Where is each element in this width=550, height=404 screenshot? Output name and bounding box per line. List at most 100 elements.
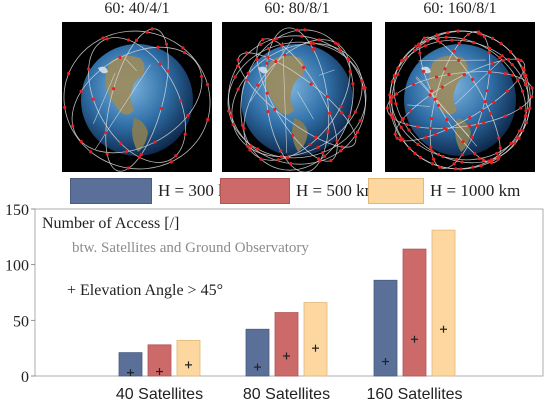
- satellite-dot: [396, 66, 400, 70]
- bar: [274, 312, 299, 377]
- satellite-dot: [246, 71, 250, 76]
- satellite-dot: [255, 57, 259, 61]
- satellite-dot: [101, 36, 105, 40]
- satellite-dot: [266, 55, 270, 59]
- satellite-dot: [206, 117, 210, 122]
- satellite-dot: [265, 61, 269, 65]
- satellite-dot: [503, 114, 507, 118]
- satellite-dot: [275, 36, 279, 40]
- bar-series: [118, 229, 456, 377]
- satellite-dot: [418, 155, 423, 160]
- satellite-dot: [249, 144, 253, 148]
- satellite-dot: [457, 58, 461, 62]
- continent-south-america: [132, 118, 148, 152]
- satellite-dot: [479, 32, 483, 36]
- bar: [245, 328, 270, 377]
- elevation-marker: [254, 363, 261, 371]
- satellite-dot: [407, 146, 411, 150]
- satellite-dot: [79, 89, 83, 93]
- satellite-dot: [329, 158, 333, 163]
- satellite-dot: [468, 116, 472, 120]
- satellite-dot: [322, 154, 327, 158]
- satellite-dot: [227, 109, 231, 113]
- satellite-dot: [456, 29, 460, 33]
- satellite-dot: [276, 158, 280, 162]
- satellite-dot: [309, 41, 313, 46]
- satellite-dot: [333, 41, 338, 45]
- satellite-dot: [489, 161, 494, 165]
- legend-item-500: H = 500 km: [220, 176, 378, 206]
- satellite-dot: [291, 133, 295, 137]
- satellite-dot: [340, 111, 344, 115]
- satellite-dot: [457, 41, 461, 45]
- access-link: [125, 58, 137, 71]
- satellite-dot: [437, 153, 441, 157]
- satellite-dot: [503, 72, 507, 76]
- satellite-dot: [505, 89, 509, 93]
- elevation-marker: [283, 352, 290, 360]
- satellite-dot: [266, 109, 270, 114]
- satellite-dot: [318, 159, 322, 163]
- satellite-dot: [351, 82, 355, 86]
- satellite-dot: [145, 30, 149, 34]
- access-link: [297, 91, 314, 120]
- satellite-dot: [423, 44, 427, 48]
- satellite-dot: [497, 136, 501, 140]
- access-link: [454, 59, 503, 105]
- access-link: [282, 42, 288, 153]
- orbit-path: [389, 30, 531, 170]
- satellite-dot: [394, 102, 398, 106]
- satellite-dot: [489, 111, 493, 116]
- satellite-dot: [259, 157, 263, 161]
- satellite-dot: [519, 106, 523, 110]
- legend-item-300: H = 300 km: [70, 176, 240, 206]
- satellite-dot: [326, 130, 330, 134]
- satellite-dot: [509, 141, 513, 145]
- panel-title-1: 60: 40/4/1: [104, 0, 170, 17]
- satellite-dot: [433, 97, 437, 101]
- satellite-dot: [408, 109, 413, 113]
- orbit-path: [227, 41, 367, 159]
- orbit-path: [105, 28, 169, 172]
- ice-cap: [98, 66, 108, 74]
- satellite-dot: [530, 86, 534, 90]
- satellite-dot: [405, 122, 409, 127]
- satellite-dot: [442, 126, 447, 130]
- continent-north-america: [428, 55, 468, 115]
- satellite-dot: [347, 114, 352, 118]
- satellite-dot: [466, 32, 470, 37]
- satellite-dot: [309, 82, 313, 86]
- satellite-dot: [169, 160, 173, 164]
- access-link: [250, 38, 294, 102]
- satellite-dot: [489, 158, 494, 162]
- satellite-dot: [436, 36, 441, 40]
- satellite-dot: [137, 155, 141, 159]
- satellite-dot: [433, 132, 438, 136]
- y-tick-label: 0: [21, 369, 29, 386]
- satellite-dot: [524, 121, 528, 125]
- satellite-dot: [490, 36, 495, 40]
- panel-title-3: 60: 160/8/1: [423, 0, 497, 17]
- satellite-dot: [487, 46, 492, 50]
- satellite-dot: [340, 145, 344, 149]
- satellite-dot: [491, 100, 496, 104]
- satellite-dot: [300, 34, 304, 38]
- satellite-dot: [295, 28, 299, 32]
- satellite-dot: [450, 38, 454, 42]
- satellite-dot: [498, 56, 502, 60]
- orbit-path: [88, 37, 186, 163]
- satellite-dot: [452, 49, 456, 53]
- satellite-dot: [316, 145, 320, 149]
- legend-label-1000: H = 1000 km: [430, 181, 521, 200]
- satellite-dot: [400, 59, 404, 63]
- satellite-dot: [111, 87, 116, 91]
- satellite-dot: [67, 71, 71, 76]
- satellite-dot: [528, 106, 532, 110]
- legend-label-300: H = 300 km: [158, 181, 240, 200]
- satellite-dot: [126, 166, 130, 170]
- satellite-dot: [438, 40, 442, 44]
- satellite-dot: [389, 97, 393, 102]
- satellite-dot: [104, 131, 108, 135]
- satellite-dot: [523, 114, 528, 119]
- legend-label-500: H = 500 km: [296, 181, 378, 200]
